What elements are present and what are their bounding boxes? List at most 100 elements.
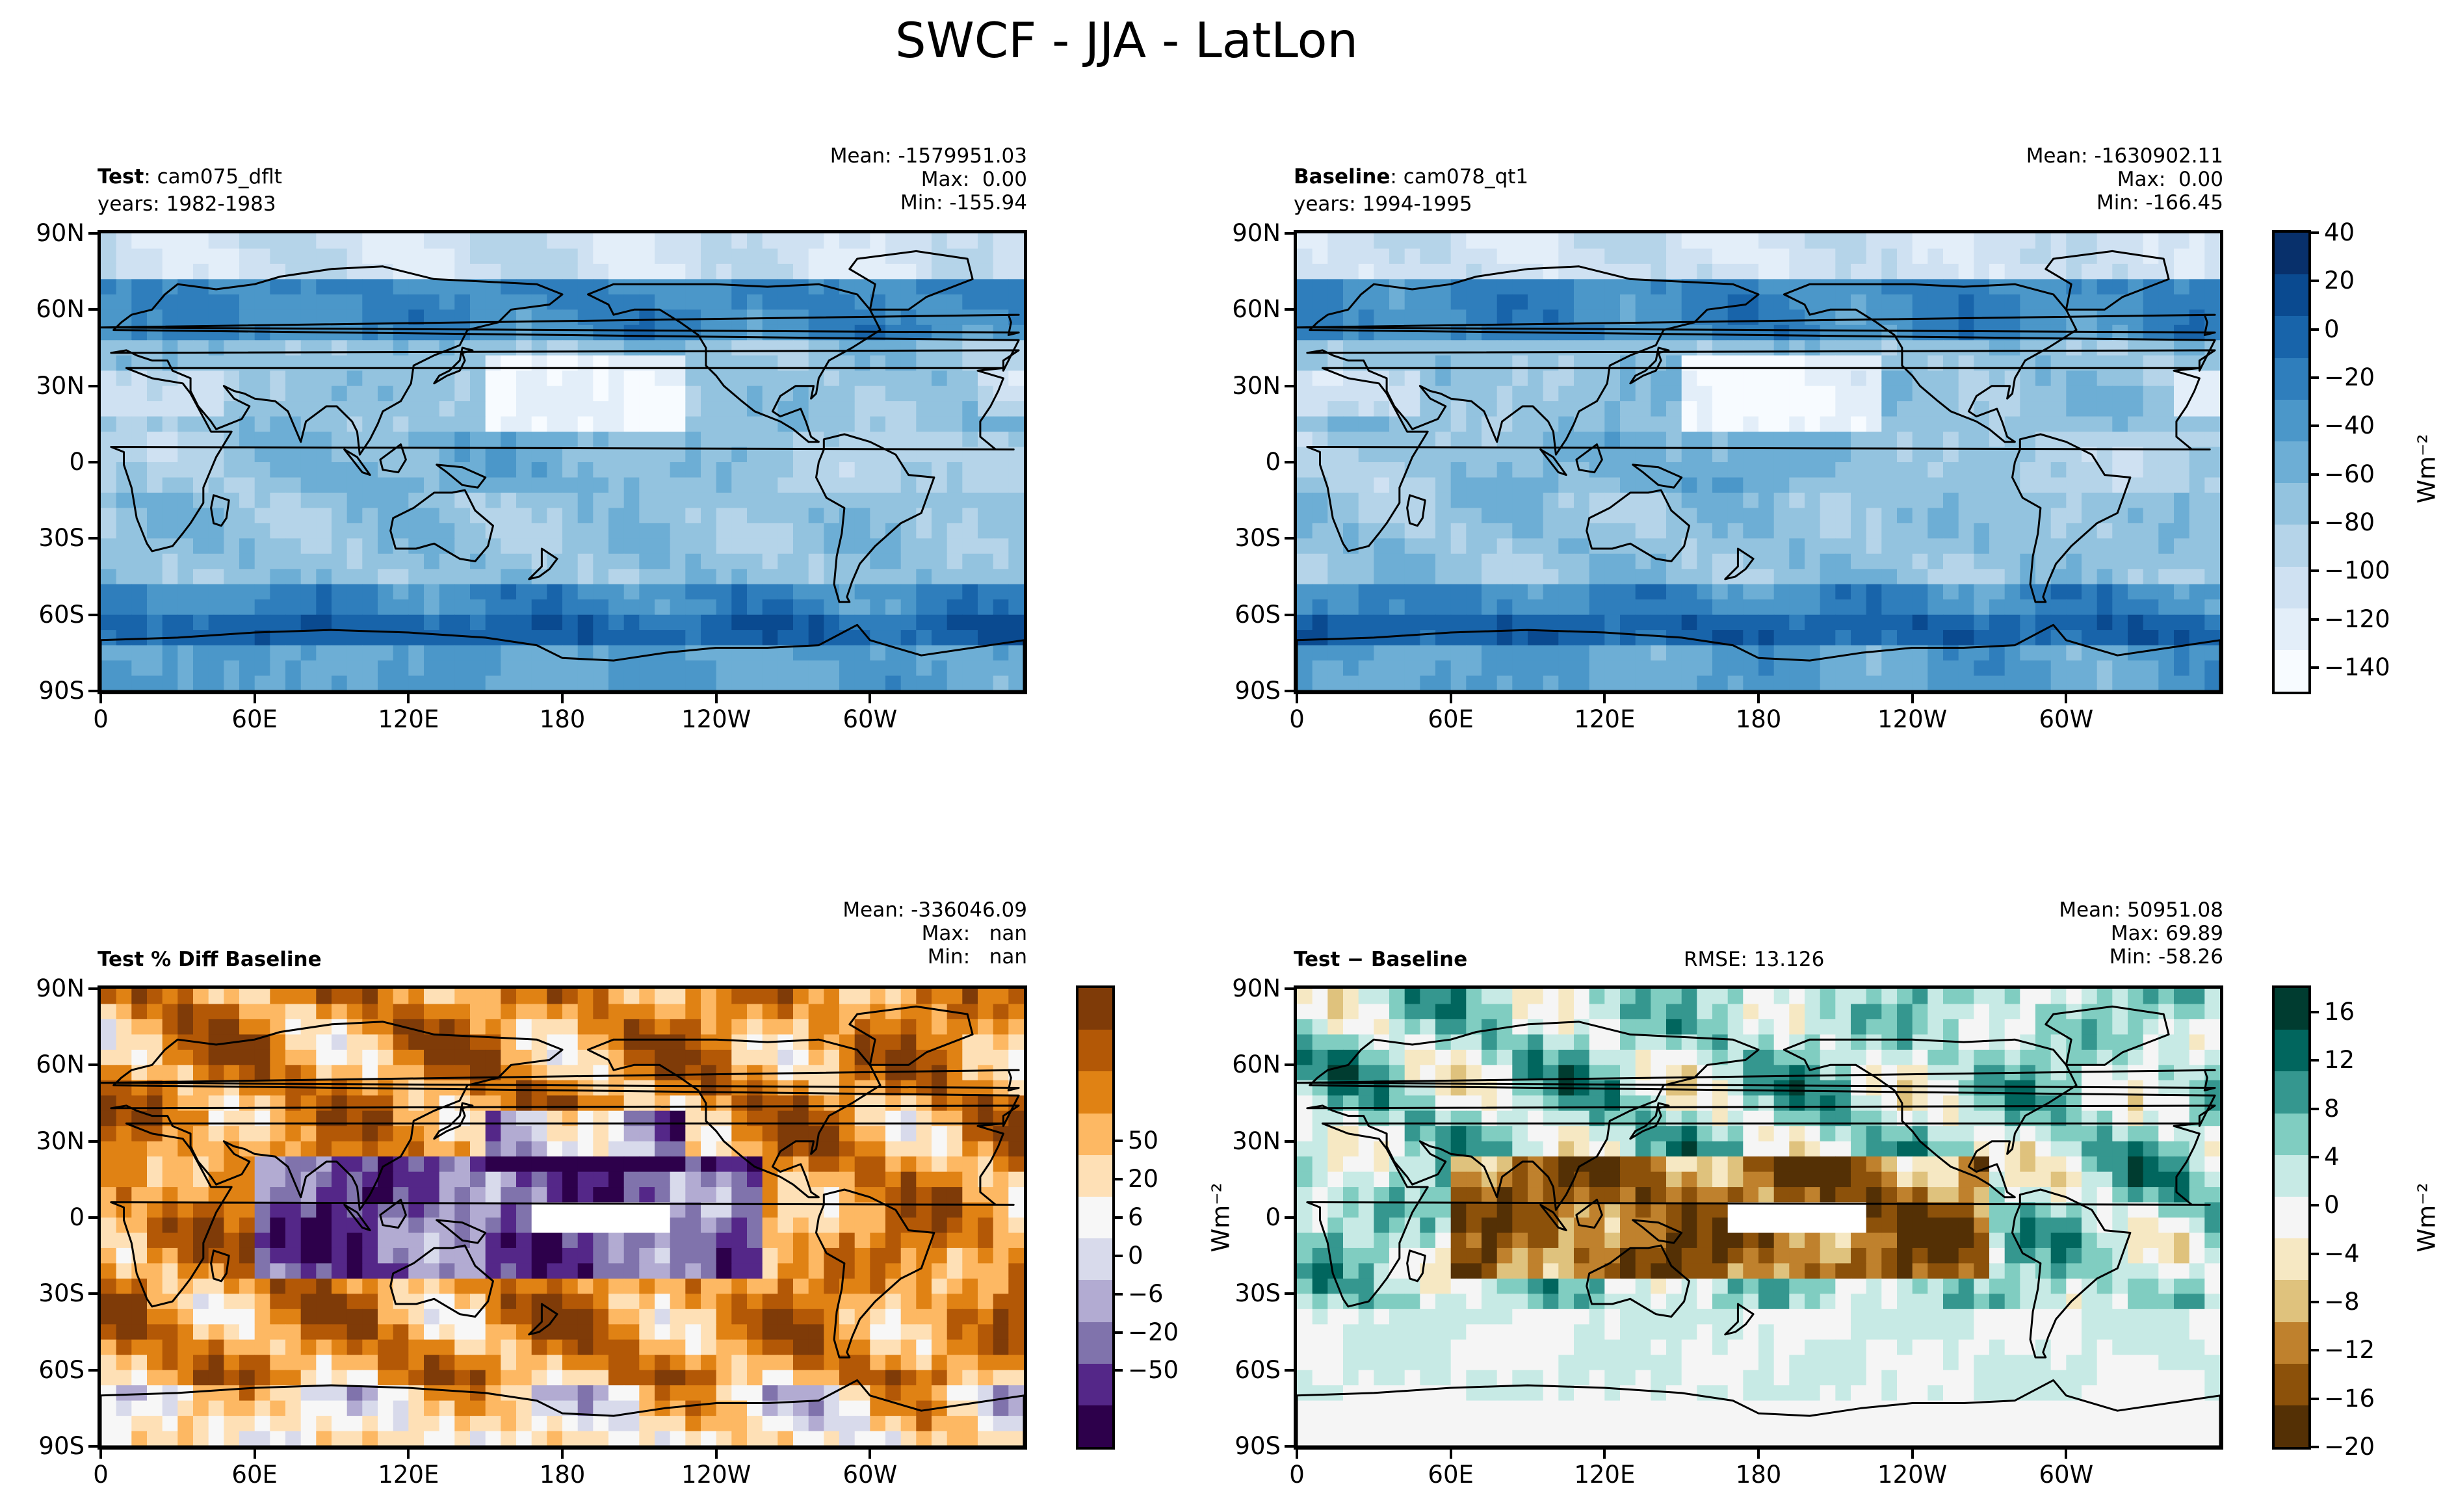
field-cell — [993, 553, 1009, 569]
field-cell — [1958, 538, 1974, 554]
field-cell — [701, 416, 717, 432]
field-cell — [177, 1065, 194, 1081]
field-cell — [1789, 447, 1805, 463]
field-cell — [947, 630, 963, 646]
field-cell — [623, 1141, 640, 1157]
field-cell — [2158, 294, 2175, 310]
field-cell — [285, 294, 302, 310]
field-cell — [685, 248, 701, 265]
field-cell — [531, 1278, 547, 1294]
field-cell — [439, 416, 455, 432]
field-cell — [1343, 508, 1359, 524]
field-cell — [1989, 294, 2005, 310]
field-cell — [285, 1294, 302, 1310]
field-cell — [1450, 614, 1467, 631]
field-cell — [655, 989, 671, 1005]
field-cell — [2174, 553, 2190, 569]
field-cell — [577, 1278, 594, 1294]
field-cell — [285, 248, 302, 265]
field-cell — [254, 492, 270, 508]
field-cell — [824, 263, 840, 280]
field-cell — [932, 1187, 948, 1203]
field-cell — [2004, 675, 2020, 691]
field-cell — [1851, 279, 1867, 295]
field-cell — [1773, 294, 1790, 310]
field-cell — [562, 324, 579, 341]
field-cell — [393, 1278, 409, 1294]
field-cell — [1805, 432, 1821, 448]
baseline-map — [1294, 230, 2223, 694]
field-cell — [501, 630, 517, 646]
field-cell — [854, 523, 870, 539]
field-cell — [1758, 401, 1775, 417]
field-cell — [1297, 248, 1313, 265]
field-cell — [424, 447, 440, 463]
field-cell — [2004, 599, 2020, 616]
field-cell — [177, 233, 194, 250]
field-cell — [316, 523, 332, 539]
field-cell — [824, 1278, 840, 1294]
field-cell — [439, 584, 455, 600]
field-cell — [1712, 584, 1729, 600]
field-cell — [101, 1171, 117, 1188]
field-cell — [593, 447, 609, 463]
field-cell — [639, 462, 655, 478]
field-cell — [101, 1034, 117, 1050]
field-cell — [870, 508, 886, 524]
field-cell — [285, 477, 302, 493]
field-cell — [1866, 248, 1882, 265]
field-cell — [716, 614, 732, 631]
field-cell — [1635, 523, 1651, 539]
colorbar-tick-mark — [2311, 424, 2319, 428]
field-cell — [639, 1232, 655, 1249]
field-cell — [947, 233, 963, 250]
field-cell — [378, 1049, 394, 1065]
field-cell — [193, 263, 209, 280]
field-cell — [501, 1247, 517, 1264]
field-cell — [562, 675, 579, 691]
field-cell — [2112, 675, 2128, 691]
field-cell — [900, 492, 917, 508]
field-cell — [424, 660, 440, 677]
field-cell — [2189, 340, 2205, 356]
field-cell — [777, 263, 794, 280]
field-cell — [1805, 248, 1821, 265]
field-cell — [454, 599, 471, 616]
field-cell — [424, 584, 440, 600]
field-cell — [2050, 401, 2067, 417]
field-cell — [547, 584, 563, 600]
field-cell — [531, 324, 547, 341]
field-cell — [655, 1080, 671, 1096]
field-cell — [1297, 462, 1313, 478]
field-cell — [1835, 324, 1851, 341]
field-cell — [346, 401, 363, 417]
field-cell — [808, 508, 824, 524]
field-cell — [131, 462, 148, 478]
field-cell — [1466, 371, 1482, 387]
y-tick-mark — [88, 308, 98, 311]
field-cell — [1758, 324, 1775, 341]
field-cell — [547, 1202, 563, 1218]
field-cell — [1512, 432, 1528, 448]
field-cell — [208, 614, 224, 631]
field-cell — [839, 553, 856, 569]
field-cell — [531, 1263, 547, 1279]
field-cell — [577, 1095, 594, 1112]
field-cell — [2082, 401, 2098, 417]
field-cell — [685, 233, 701, 250]
field-cell — [1496, 371, 1513, 387]
field-cell — [270, 294, 286, 310]
field-cell — [1727, 263, 1744, 280]
colorbar-tick-mark — [2311, 280, 2319, 283]
field-cell — [1512, 309, 1528, 326]
field-cell — [2020, 477, 2036, 493]
field-cell — [716, 248, 732, 265]
field-cell — [2112, 432, 2128, 448]
field-cell — [224, 1247, 240, 1264]
field-cell — [2112, 538, 2128, 554]
field-cell — [1512, 248, 1528, 265]
field-cell — [1528, 660, 1544, 677]
field-cell — [2158, 371, 2175, 387]
field-cell — [470, 1156, 486, 1173]
field-cell — [854, 462, 870, 478]
